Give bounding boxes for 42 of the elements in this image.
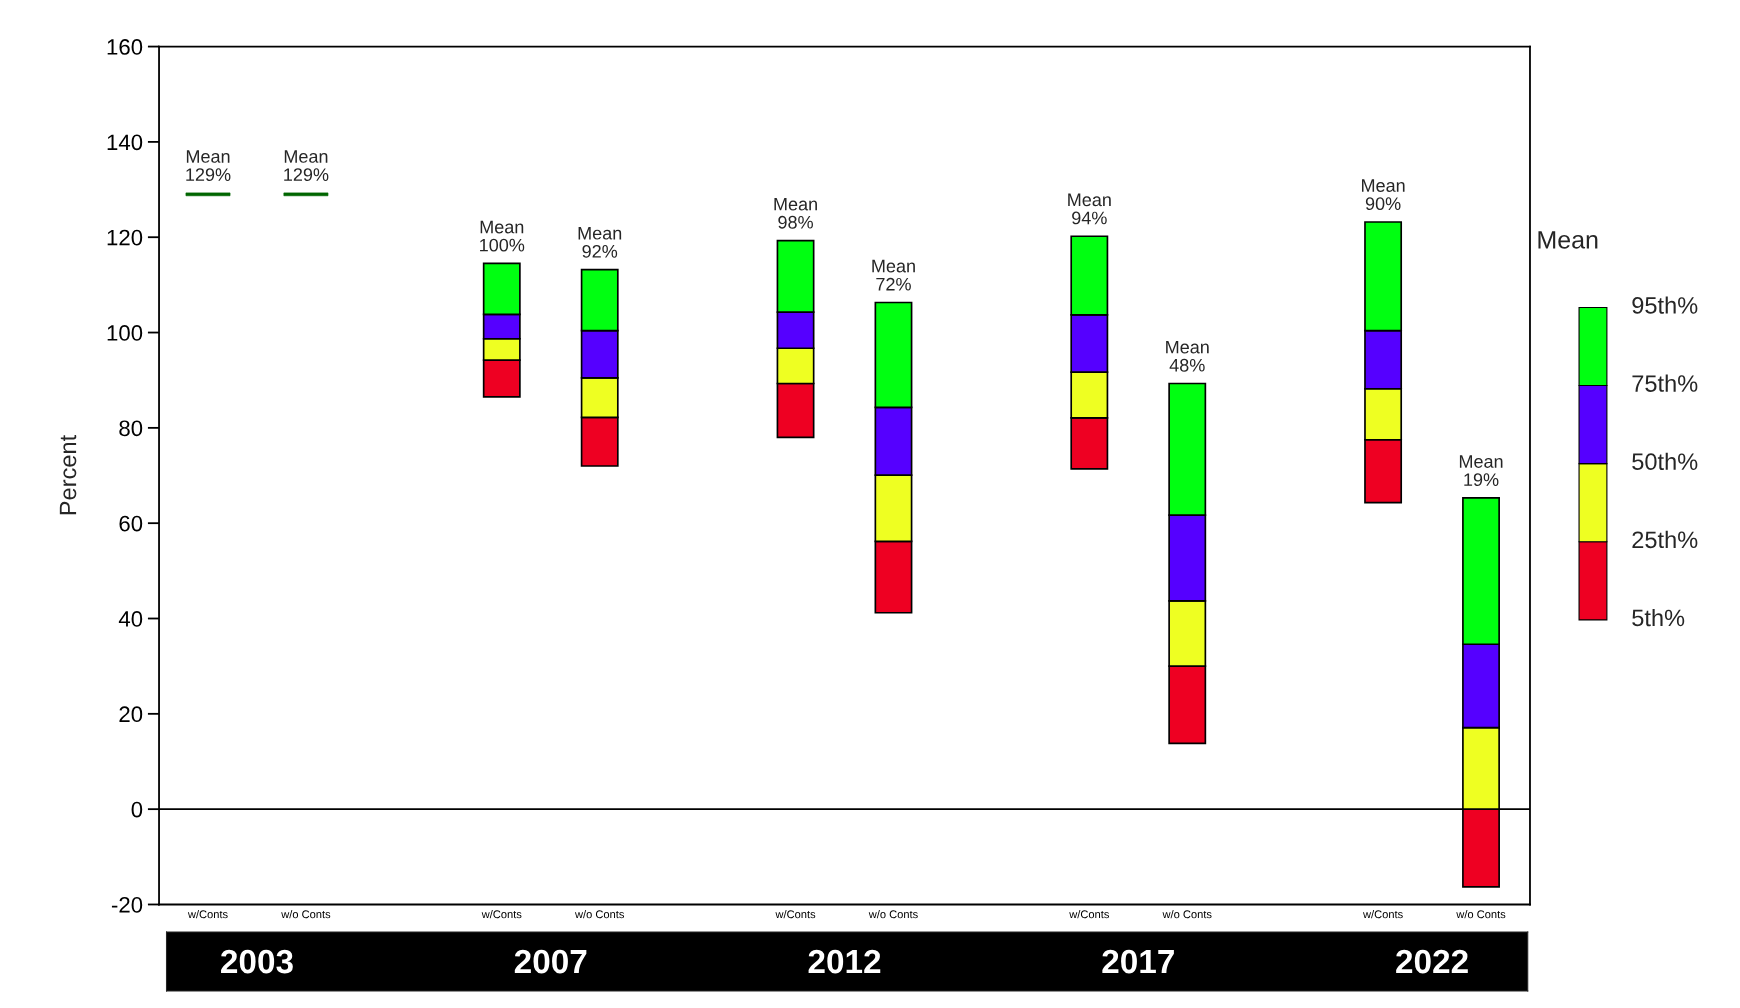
x-tick-label: w/Conts: [481, 910, 522, 919]
y-tick-label: 0: [131, 801, 143, 818]
y-axis-title: Percent: [59, 435, 77, 515]
y-tick-label: 40: [118, 611, 143, 627]
x-tick-label: w/Conts: [1069, 910, 1109, 919]
x-tick-label: w/o Conts: [281, 910, 331, 919]
text: 5th%: [1632, 608, 1685, 627]
annotation: Mean 94%: [1068, 193, 1111, 225]
x-tick-label: w/o Conts: [868, 910, 918, 919]
annotation: Mean 129%: [186, 150, 231, 181]
y-tick-label: 140: [107, 134, 143, 151]
annotation: Mean 100%: [480, 220, 525, 252]
x-tick-label: w/Conts: [187, 910, 228, 919]
text: 25th%: [1632, 530, 1698, 549]
x-tick-label: w/Conts: [775, 910, 816, 919]
y-tick-label: 100: [107, 325, 143, 341]
text: 2007: [514, 949, 587, 974]
annotation: Mean 72%: [872, 259, 915, 291]
annotation: Mean 129%: [284, 150, 329, 181]
x-tick-label: w/o Conts: [1162, 910, 1212, 919]
text: 2012: [808, 949, 881, 974]
y-tick-label: 60: [119, 515, 143, 532]
y-tick-label: 80: [119, 420, 143, 437]
text: 75th%: [1632, 374, 1698, 392]
x-tick-label: w/o Conts: [574, 910, 624, 919]
annotation: Mean 98%: [774, 197, 817, 229]
y-tick-label: 160: [107, 39, 143, 55]
annotation: Mean 90%: [1362, 179, 1405, 211]
x-tick-label: w/Conts: [1363, 910, 1403, 919]
annotation: Mean 92%: [578, 226, 622, 258]
y-tick-label: -20: [111, 897, 143, 913]
text: 50th%: [1632, 452, 1698, 471]
annotation: Mean 19%: [1459, 455, 1503, 487]
y-tick-label: 20: [119, 706, 143, 723]
x-tick-label: w/o Conts: [1456, 910, 1506, 919]
text: 2022: [1396, 949, 1468, 974]
text: 2017: [1102, 949, 1174, 974]
annotation: Mean 48%: [1166, 340, 1209, 372]
y-tick-label: 120: [107, 229, 143, 246]
text: 95th%: [1632, 296, 1698, 314]
text: 2003: [221, 949, 293, 974]
text: Mean: [1538, 231, 1598, 249]
